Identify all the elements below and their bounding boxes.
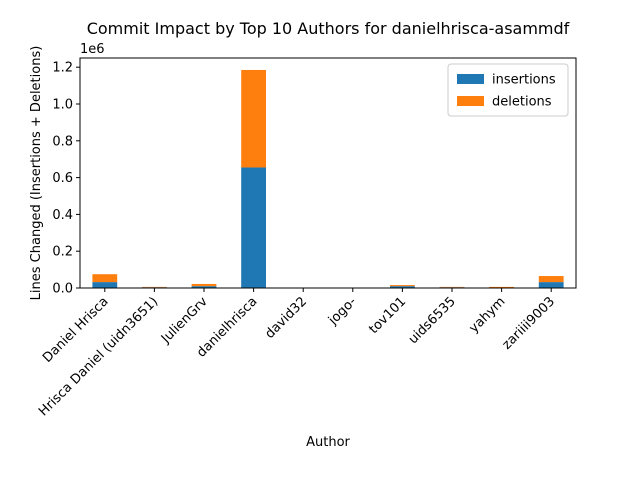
y-tick-label: 1.0 (52, 98, 73, 113)
bar-deletions (92, 274, 117, 282)
legend-label: insertions (492, 73, 556, 88)
y-tick-label: 1.2 (52, 61, 73, 76)
y-offset-label: 1e6 (80, 42, 105, 57)
chart-title: Commit Impact by Top 10 Authors for dani… (87, 19, 570, 38)
bar-deletions (539, 276, 564, 282)
bar-deletions (241, 70, 266, 168)
bar-insertions (241, 167, 266, 288)
y-axis-label: Lines Changed (Insertions + Deletions) (29, 46, 44, 301)
legend-swatch (457, 74, 484, 84)
y-tick-label: 0.0 (52, 282, 73, 297)
y-tick-label: 0.4 (52, 208, 73, 223)
y-tick-label: 0.2 (52, 245, 73, 260)
bar-insertions (539, 282, 564, 288)
legend-label: deletions (492, 95, 552, 110)
y-tick-label: 0.6 (52, 171, 73, 186)
bar-deletions (192, 284, 217, 286)
x-axis-label: Author (306, 435, 350, 450)
bar-deletions (390, 285, 415, 286)
y-tick-label: 0.8 (52, 134, 73, 149)
legend-swatch (457, 96, 484, 106)
bar-insertions (92, 282, 117, 288)
